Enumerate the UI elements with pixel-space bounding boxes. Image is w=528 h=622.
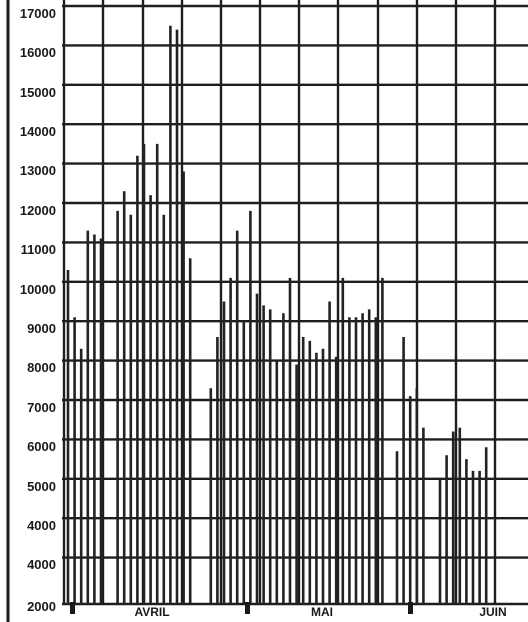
y-tick-label: 11000 xyxy=(21,242,56,257)
y-tick-label: 15000 xyxy=(20,85,56,100)
y-tick-label: 8000 xyxy=(27,360,56,375)
bar-series xyxy=(66,25,488,604)
y-tick-label: 4000 xyxy=(27,518,56,533)
x-month-label: MAI xyxy=(311,605,333,619)
y-tick-label: 4000 xyxy=(27,557,56,572)
y-tick-label: 16000 xyxy=(20,45,56,60)
y-axis-tick-labels: 2000 4000 4000 5000 6000 7000 8000 9000 10000 110… xyxy=(20,6,56,614)
x-month-label: JUIN xyxy=(479,605,506,619)
y-tick-label: 6000 xyxy=(27,439,56,454)
y-tick-label: 5000 xyxy=(27,479,56,494)
y-tick-label: 12000 xyxy=(20,203,56,218)
month-tick-mark xyxy=(245,602,250,614)
y-tick-label: 10000 xyxy=(20,282,56,297)
horizontal-gridlines xyxy=(62,4,528,606)
x-month-label: AVRIL xyxy=(134,605,169,619)
y-tick-label: 17000 xyxy=(20,6,56,21)
month-tick-mark xyxy=(408,602,413,614)
x-axis-month-labels: AVRIL MAI JUIN xyxy=(70,602,507,619)
month-tick-mark xyxy=(70,602,75,614)
y-tick-label: 14000 xyxy=(20,124,56,139)
y-tick-label: 7000 xyxy=(27,400,56,415)
y-tick-label: 9000 xyxy=(27,321,56,336)
y-tick-label: 13000 xyxy=(20,163,56,178)
y-tick-label: 2000 xyxy=(27,599,56,614)
